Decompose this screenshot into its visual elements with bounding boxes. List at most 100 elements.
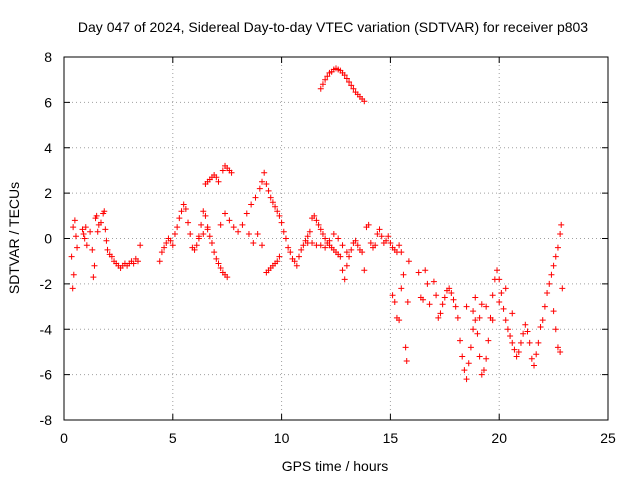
data-point <box>296 253 303 260</box>
data-point <box>489 317 496 324</box>
data-point <box>102 226 109 233</box>
data-point <box>178 208 185 215</box>
data-point <box>352 237 359 244</box>
data-point <box>200 230 207 237</box>
data-point <box>83 242 90 249</box>
chart-title: Day 047 of 2024, Sidereal Day-to-day VTE… <box>78 19 588 35</box>
data-point <box>319 230 326 237</box>
data-point <box>324 73 331 80</box>
data-point <box>104 246 111 253</box>
data-point <box>291 258 298 265</box>
data-point <box>550 308 557 315</box>
data-point <box>250 240 257 247</box>
data-point <box>304 233 311 240</box>
data-point <box>191 246 198 253</box>
data-point <box>306 228 313 235</box>
data-point <box>287 249 294 256</box>
data-point <box>376 226 383 233</box>
data-point <box>193 242 200 249</box>
y-axis: -8 -6 -4 -2 0 2 4 6 8 <box>40 49 608 428</box>
y-tick-label: 4 <box>44 140 52 156</box>
data-point <box>211 249 218 256</box>
data-point <box>248 201 255 208</box>
data-point <box>93 212 100 219</box>
data-point <box>478 371 485 378</box>
data-point <box>474 330 481 337</box>
data-point <box>343 262 350 269</box>
data-point <box>361 267 368 274</box>
data-point <box>483 355 490 362</box>
data-point <box>535 339 542 346</box>
data-point <box>424 280 431 287</box>
data-point <box>81 235 88 242</box>
data-point <box>378 233 385 240</box>
data-point <box>200 208 207 215</box>
data-point <box>478 301 485 308</box>
data-point <box>70 224 77 231</box>
y-tick-label: -4 <box>40 321 53 337</box>
data-point <box>396 242 403 249</box>
data-point <box>343 249 350 256</box>
data-point <box>554 344 561 351</box>
data-point <box>387 240 394 247</box>
data-point <box>69 285 76 292</box>
data-point <box>252 194 259 201</box>
data-point <box>91 262 98 269</box>
y-tick-label: 6 <box>44 94 52 110</box>
data-point <box>365 221 372 228</box>
data-point <box>459 353 466 360</box>
data-point <box>267 194 274 201</box>
data-point <box>398 285 405 292</box>
data-point <box>465 360 472 367</box>
data-point <box>461 367 468 374</box>
data-point <box>348 246 355 253</box>
data-point <box>405 258 412 265</box>
data-point <box>185 219 192 226</box>
data-point <box>502 285 509 292</box>
data-point <box>276 212 283 219</box>
y-tick-label: 2 <box>44 185 52 201</box>
data-point <box>322 235 329 242</box>
data-point <box>341 276 348 283</box>
data-point <box>558 221 565 228</box>
x-tick-label: 5 <box>169 430 177 446</box>
data-point <box>137 242 144 249</box>
data-point <box>222 210 229 217</box>
data-point <box>396 317 403 324</box>
data-point <box>161 244 168 251</box>
data-point <box>71 217 78 224</box>
data-point <box>202 212 209 219</box>
data-point <box>80 230 87 237</box>
data-point <box>204 226 211 233</box>
data-point <box>313 217 320 224</box>
data-point <box>522 321 529 328</box>
y-tick-label: 0 <box>44 231 52 247</box>
data-point <box>472 294 479 301</box>
data-point <box>557 348 564 355</box>
y-tick-label: -2 <box>40 276 53 292</box>
data-point <box>346 253 353 260</box>
data-point <box>326 237 333 244</box>
data-point <box>276 253 283 260</box>
data-point <box>169 242 176 249</box>
data-point <box>496 276 503 283</box>
data-point <box>500 305 507 312</box>
data-point <box>528 355 535 362</box>
data-point <box>472 317 479 324</box>
data-point <box>163 240 170 247</box>
data-point <box>383 237 390 244</box>
data-point <box>259 178 266 185</box>
data-point <box>452 303 459 310</box>
x-tick-label: 10 <box>274 430 290 446</box>
data-point <box>176 215 183 222</box>
data-point <box>402 344 409 351</box>
data-point <box>182 206 189 213</box>
data-point <box>470 308 477 315</box>
data-point <box>524 328 531 335</box>
data-point <box>317 226 324 233</box>
data-point <box>463 303 470 310</box>
data-point <box>359 249 366 256</box>
data-point <box>282 235 289 242</box>
data-point <box>552 253 559 260</box>
